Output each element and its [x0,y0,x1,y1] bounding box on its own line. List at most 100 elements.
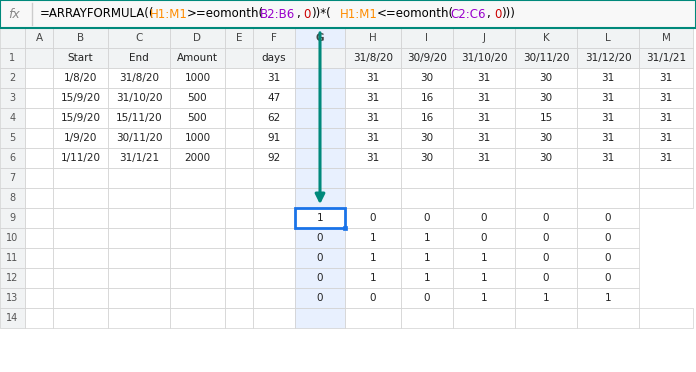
Text: days: days [262,53,286,63]
Bar [295,68,345,88]
Text: ))*(: ))*( [311,7,331,20]
Text: 0: 0 [605,213,611,223]
Text: 9: 9 [10,213,15,223]
Text: 6: 6 [10,153,15,163]
Text: 31: 31 [366,153,379,163]
Text: Amount: Amount [177,53,218,63]
Text: 31: 31 [366,73,379,83]
Bar [0,108,25,128]
Bar [295,208,345,228]
Bar [108,288,170,308]
Text: 1: 1 [481,293,487,303]
Text: 31/8/20: 31/8/20 [119,73,159,83]
Bar [295,248,345,268]
Text: 1000: 1000 [184,133,211,143]
Text: G: G [316,33,324,43]
Bar [253,148,295,168]
Bar [0,188,25,208]
Text: 0: 0 [424,293,430,303]
Bar [515,68,577,88]
Text: 31: 31 [601,133,615,143]
Bar [170,228,225,248]
Text: Start: Start [68,53,93,63]
Text: 31: 31 [659,153,672,163]
Bar [515,28,577,48]
Text: 0: 0 [303,7,311,20]
Bar [577,268,639,288]
Bar [453,48,515,68]
Bar [225,228,253,248]
Bar [25,288,53,308]
Bar [453,28,515,48]
Text: 30: 30 [539,133,553,143]
Bar [401,248,453,268]
Text: L: L [605,33,611,43]
Bar [401,308,453,328]
Bar [639,88,693,108]
Bar [25,228,53,248]
Text: 31: 31 [601,153,615,163]
Bar [577,68,639,88]
Text: 31: 31 [659,93,672,103]
Bar [295,28,345,48]
Bar [345,208,401,228]
Bar [25,148,53,168]
Bar [515,48,577,68]
Bar [53,188,108,208]
Bar [225,128,253,148]
Bar [453,268,515,288]
Text: 1: 1 [317,213,324,223]
Text: 0: 0 [543,233,549,243]
Bar [53,28,108,48]
Text: 15/11/20: 15/11/20 [116,113,162,123]
Bar [401,28,453,48]
Bar [515,168,577,188]
Bar [225,68,253,88]
Text: H1:M1: H1:M1 [340,7,378,20]
Bar [345,228,401,248]
Bar [108,148,170,168]
Bar [170,308,225,328]
Text: =ARRAYFORMULA((: =ARRAYFORMULA(( [40,7,155,20]
Text: D: D [193,33,202,43]
Bar [345,288,401,308]
Text: 1/8/20: 1/8/20 [64,73,97,83]
Bar [170,88,225,108]
Bar [295,48,345,68]
Text: 47: 47 [267,93,280,103]
Bar [295,228,345,248]
Bar [453,68,515,88]
Bar [108,88,170,108]
Bar [577,308,639,328]
Text: 0: 0 [317,233,323,243]
Bar [515,88,577,108]
Text: 31: 31 [477,153,491,163]
Bar [345,168,401,188]
Bar [225,148,253,168]
Text: 1: 1 [317,213,324,223]
Bar [345,48,401,68]
Text: 31: 31 [601,73,615,83]
Text: 0: 0 [317,273,323,283]
Bar [0,228,25,248]
Bar [577,148,639,168]
Bar [253,308,295,328]
Text: 1: 1 [370,253,377,263]
Text: >=eomonth(: >=eomonth( [187,7,264,20]
Bar [253,208,295,228]
Text: 0: 0 [317,293,323,303]
Bar [225,48,253,68]
Text: fx: fx [8,7,19,20]
Text: 10: 10 [6,233,19,243]
Bar [345,268,401,288]
Bar [170,168,225,188]
Text: 1: 1 [10,53,15,63]
Bar [295,288,345,308]
Bar [53,308,108,328]
Text: 30: 30 [420,133,434,143]
Bar [253,48,295,68]
Text: 500: 500 [188,113,207,123]
Bar [453,148,515,168]
Bar [345,188,401,208]
Bar [225,88,253,108]
